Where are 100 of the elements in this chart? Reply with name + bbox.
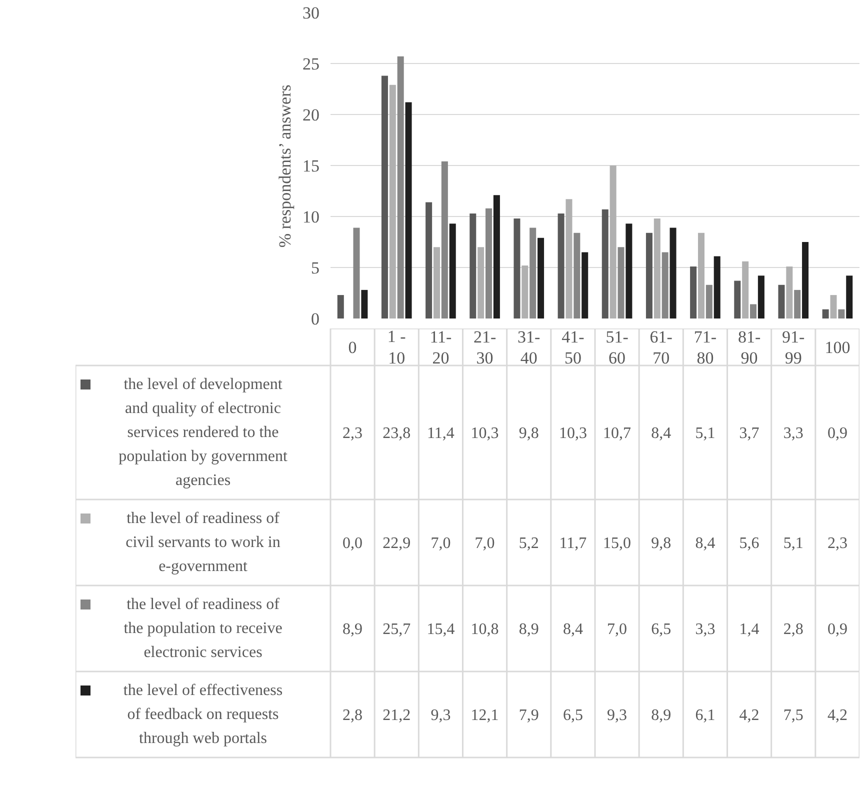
data-label: 0,0: [342, 535, 363, 552]
x-tick-label: 41-50: [562, 328, 585, 368]
data-label: 8,9: [342, 621, 363, 638]
data-label: 4,2: [827, 707, 848, 724]
data-label: 4,2: [739, 707, 760, 724]
data-label: 1,4: [739, 621, 760, 638]
data-label: 2,3: [342, 425, 363, 442]
bar: [786, 266, 793, 318]
bar: [353, 228, 360, 318]
bar: [690, 266, 697, 318]
bar: [846, 276, 853, 318]
data-label: 23,8: [382, 425, 411, 442]
y-axis-title: % respondents’ answers: [276, 84, 294, 248]
bar: [838, 309, 845, 318]
y-tick-label: 10: [302, 208, 320, 226]
data-label: 0,9: [827, 425, 848, 442]
bar: [662, 252, 668, 318]
bar: [449, 224, 456, 318]
x-tick-label: 31-40: [518, 328, 541, 368]
data-label: 21,2: [382, 707, 411, 724]
data-label: 9,8: [518, 425, 539, 442]
data-label: 10,3: [470, 425, 499, 442]
bar: [794, 290, 801, 318]
data-label: 0,9: [827, 621, 848, 638]
y-tick-label: 30: [302, 4, 320, 22]
bar: [582, 252, 588, 318]
data-label: 8,4: [695, 535, 716, 552]
data-label: 10,8: [470, 621, 499, 638]
data-label: 6,5: [562, 707, 583, 724]
data-label: 10,7: [603, 425, 632, 442]
bar: [734, 280, 741, 318]
bar: [670, 228, 676, 318]
data-label: 9,8: [651, 535, 672, 552]
bar: [626, 224, 632, 318]
x-tick-label: 0: [348, 338, 357, 357]
x-tick-label: 71-80: [694, 328, 717, 368]
bar: [778, 284, 785, 318]
legend-label: the level of effectiveness of feedback on requests through web portals: [123, 682, 283, 747]
data-label: 5,2: [518, 535, 539, 552]
bar: [646, 232, 652, 318]
data-label: 15,0: [603, 535, 632, 552]
bar: [750, 304, 757, 318]
data-label: 15,4: [426, 621, 455, 638]
data-label: 7,9: [518, 707, 539, 724]
bar: [405, 102, 412, 318]
x-tick-label: 21-30: [473, 328, 496, 368]
data-label: 7,5: [783, 707, 804, 724]
bar: [337, 295, 344, 318]
data-label: 5,6: [739, 535, 760, 552]
bar: [538, 238, 544, 318]
bar: [574, 232, 580, 318]
bar: [397, 56, 404, 318]
data-label: 2,3: [827, 535, 848, 552]
y-tick-label: 25: [302, 54, 320, 74]
x-tick-label: 100: [824, 338, 850, 357]
x-tick-label: 61-70: [650, 328, 673, 368]
data-label: 3,3: [695, 621, 716, 638]
data-label: 6,1: [695, 707, 716, 724]
bar: [381, 76, 388, 318]
data-label: 5,1: [783, 535, 804, 552]
legend-label: the level of development and quality of electronic services rendered to the population by government agencies: [118, 376, 288, 489]
bar: [433, 247, 440, 318]
x-tick-label: 1 - 10: [387, 327, 406, 368]
bar: [558, 213, 564, 318]
bar: [514, 218, 520, 318]
bar: [714, 256, 720, 318]
bar: [478, 247, 484, 318]
data-label: 11,7: [559, 535, 587, 552]
data-label: 7,0: [607, 621, 628, 638]
bar: [610, 166, 616, 318]
bar: [566, 199, 572, 318]
x-tick-label: 11-20: [430, 328, 452, 368]
bar: [522, 265, 528, 318]
bar: [493, 195, 500, 318]
data-label: 8,4: [562, 621, 583, 638]
data-label: 8,4: [651, 425, 672, 442]
data-label: 11,4: [427, 425, 454, 442]
y-tick-label: 0: [311, 310, 320, 328]
bar: [426, 202, 432, 318]
data-label: 2,8: [783, 621, 804, 638]
data-label: 22,9: [382, 535, 411, 552]
data-label: 9,3: [607, 707, 628, 724]
data-label: 7,0: [430, 535, 451, 552]
data-label: 7,0: [474, 535, 495, 552]
data-label: 12,1: [470, 707, 499, 724]
data-label: 3,3: [783, 425, 804, 442]
x-tick-label: 51-60: [606, 328, 629, 368]
data-label: 10,3: [558, 425, 587, 442]
bar: [802, 242, 809, 318]
bar: [706, 284, 712, 318]
bar: [654, 218, 660, 318]
bar: [389, 84, 396, 318]
bar: [361, 290, 368, 318]
bar: [758, 276, 764, 318]
legend-label: the level of readiness of the population to receive electronic services: [124, 596, 282, 661]
bar: [602, 209, 608, 318]
bar: [470, 213, 476, 318]
legend-label: the level of readiness of civil servants to work in e-government: [126, 510, 280, 575]
data-label: 8,9: [651, 707, 672, 724]
data-label: 6,5: [651, 621, 672, 638]
